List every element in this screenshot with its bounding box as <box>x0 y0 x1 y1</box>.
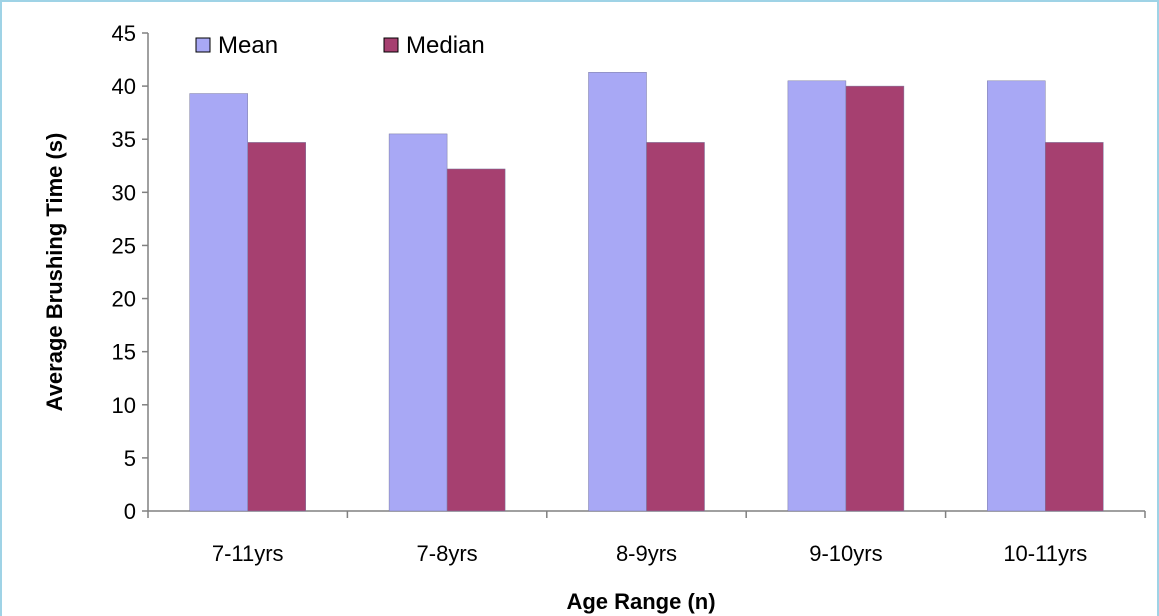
y-axis-title: Average Brushing Time (s) <box>42 133 67 412</box>
legend-swatch-mean <box>195 37 211 53</box>
y-tick-label: 35 <box>112 127 136 152</box>
y-tick-label: 5 <box>124 446 136 471</box>
x-tick-label: 8-9yrs <box>616 541 677 566</box>
bars <box>189 72 1104 512</box>
legend-swatch-median <box>383 37 399 53</box>
x-tick-label: 7-8yrs <box>417 541 478 566</box>
x-axis-title: Age Range (n) <box>566 589 715 614</box>
x-tick-label: 10-11yrs <box>1003 541 1087 566</box>
y-tick-label: 20 <box>112 287 136 312</box>
bar-mean-8-9yrs <box>588 72 647 512</box>
legend: Mean Median <box>195 32 485 59</box>
y-tick-label: 25 <box>112 233 136 258</box>
y-tick-label: 0 <box>124 499 136 524</box>
bar-mean-10-11yrs <box>987 80 1046 512</box>
y-tick-label: 40 <box>112 74 136 99</box>
bar-median-8-9yrs <box>646 142 705 512</box>
y-tick-label: 15 <box>112 340 136 365</box>
y-tick-label: 45 <box>112 21 136 46</box>
bar-median-7-11yrs <box>247 142 306 512</box>
bar-mean-7-11yrs <box>189 93 248 512</box>
y-tick-label: 30 <box>112 180 136 205</box>
bar-median-7-8yrs <box>446 168 506 512</box>
x-tick-label: 7-11yrs <box>212 541 284 566</box>
bar-median-9-10yrs <box>845 85 905 512</box>
x-tick-label: 9-10yrs <box>809 541 882 566</box>
bar-mean-7-8yrs <box>388 133 448 512</box>
bar-median-10-11yrs <box>1045 142 1104 512</box>
bar-mean-9-10yrs <box>787 80 847 512</box>
legend-label-median: Median <box>406 32 485 59</box>
legend-label-mean: Mean <box>218 32 278 59</box>
tick-labels: 0 5 10 15 20 25 30 35 40 45 7-11yrs 7-8yrs 8-9yrs 9-1… <box>112 21 1088 566</box>
y-tick-label: 10 <box>112 393 136 418</box>
